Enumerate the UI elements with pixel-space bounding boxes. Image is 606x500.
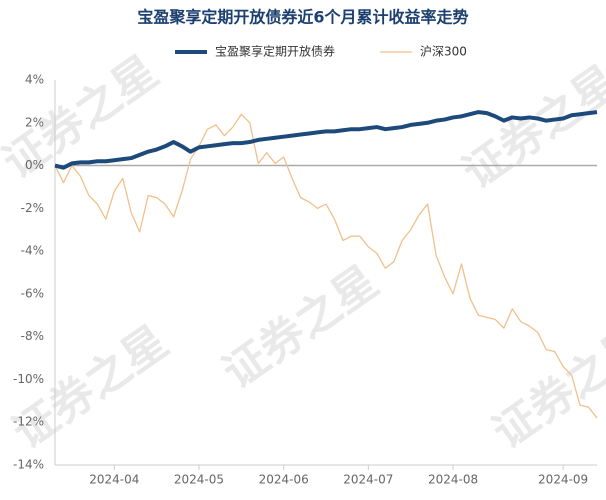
x-tick-label: 2024-08 <box>428 473 478 487</box>
y-tick-label: -2% <box>21 201 44 215</box>
y-tick-label: -4% <box>21 244 44 258</box>
y-tick-label: 2% <box>25 115 44 129</box>
y-tick-label: -8% <box>21 329 44 343</box>
x-tick-label: 2024-04 <box>89 473 139 487</box>
watermark: 证券之星 <box>484 316 606 459</box>
x-tick-label: 2024-05 <box>174 473 224 487</box>
y-tick-label: 0% <box>25 158 44 172</box>
legend-label: 宝盈聚享定期开放债券 <box>215 44 335 59</box>
x-tick-label: 2024-09 <box>538 473 588 487</box>
series-line <box>54 113 598 419</box>
series-line <box>54 110 598 170</box>
y-tick-label: -12% <box>13 415 44 429</box>
watermark: 证券之星 <box>214 256 387 399</box>
y-tick-label: -6% <box>21 286 44 300</box>
y-tick-label: 4% <box>25 73 44 87</box>
x-tick-label: 2024-06 <box>259 473 309 487</box>
watermark: 证券之星 <box>454 56 606 199</box>
y-tick-label: -14% <box>13 458 44 472</box>
legend-label: 沪深300 <box>420 45 467 59</box>
y-tick-label: -10% <box>13 372 44 386</box>
chart-title: 宝盈聚享定期开放债券近6个月累计收益率走势 <box>137 8 468 27</box>
x-tick-label: 2024-07 <box>343 473 393 487</box>
